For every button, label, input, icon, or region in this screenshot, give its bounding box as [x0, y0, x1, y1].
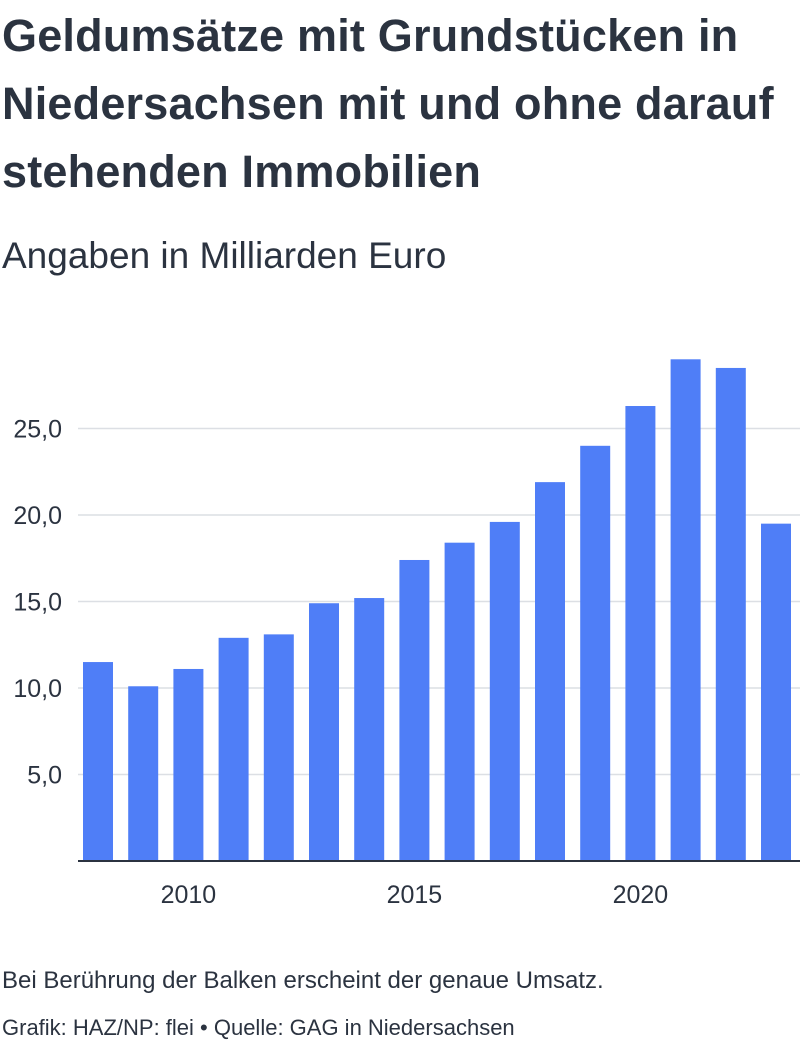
chart-subtitle: Angaben in Milliarden Euro [2, 235, 447, 276]
bar-2009[interactable] [128, 686, 159, 861]
bar-2010[interactable] [173, 668, 204, 861]
bars [83, 359, 791, 861]
bar-2019[interactable] [580, 445, 611, 861]
y-tick-label: 5,0 [27, 762, 62, 790]
bar-2023[interactable] [761, 523, 791, 861]
bar-2011[interactable] [218, 637, 249, 861]
y-tick-label: 15,0 [13, 589, 62, 617]
bar-2016[interactable] [444, 542, 475, 861]
y-tick-label: 25,0 [13, 416, 62, 444]
bar-2014[interactable] [354, 598, 385, 861]
x-tick-label: 2020 [613, 881, 669, 909]
y-tick-label: 10,0 [13, 675, 62, 703]
chart-title: Geldumsätze mit Grundstücken in Niedersa… [2, 10, 774, 197]
y-tick-label: 20,0 [13, 502, 62, 530]
bar-2021[interactable] [670, 359, 701, 861]
x-tick-label: 2015 [387, 881, 443, 909]
source-credits: Grafik: HAZ/NP: flei • Quelle: GAG in Ni… [2, 1015, 515, 1040]
bar-2012[interactable] [263, 634, 294, 861]
bar-chart-svg: 5,0 10,0 15,0 20,0 25,0 2010 2015 2020 [13, 359, 800, 910]
bar-chart: 5,0 10,0 15,0 20,0 25,0 2010 2015 2020 [0, 300, 800, 940]
bar-2017[interactable] [489, 521, 520, 861]
tick-labels: 5,0 10,0 15,0 20,0 25,0 2010 2015 2020 [13, 416, 668, 910]
bar-2018[interactable] [535, 482, 565, 861]
bar-2013[interactable] [309, 603, 339, 861]
x-tick-label: 2010 [161, 881, 217, 909]
interaction-note: Bei Berührung der Balken erscheint der g… [2, 967, 604, 994]
bar-2008[interactable] [83, 662, 113, 861]
bar-2015[interactable] [399, 559, 430, 861]
bar-2020[interactable] [625, 406, 656, 861]
bar-2022[interactable] [715, 367, 746, 861]
